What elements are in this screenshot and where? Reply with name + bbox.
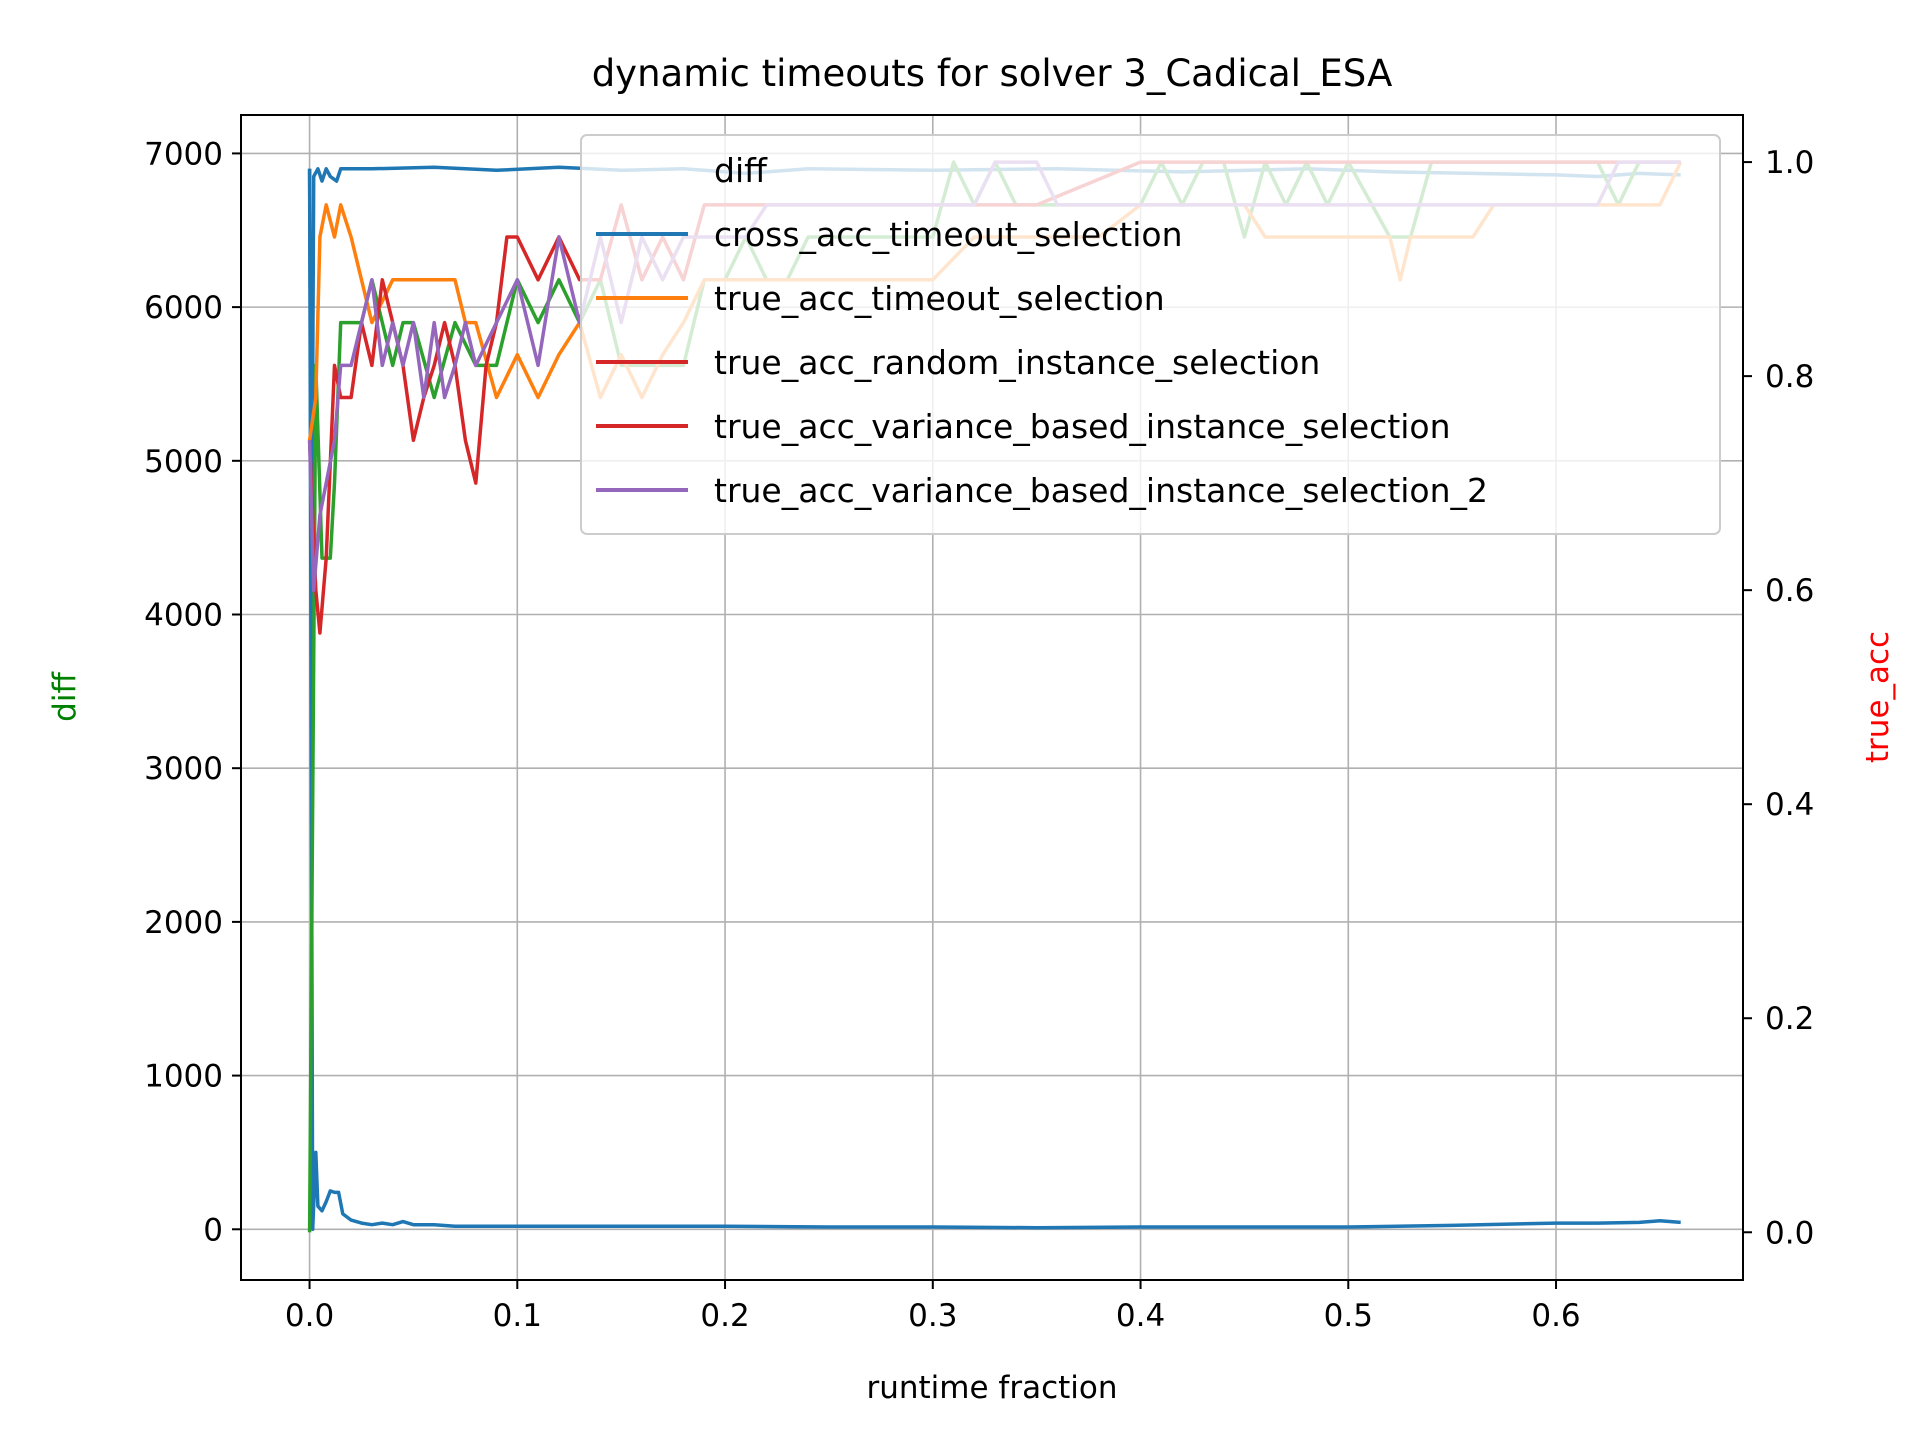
y-axis-right-title: true_acc [1860,631,1896,763]
y-left-tick-label: 5000 [144,444,223,480]
y-left-tick-label: 7000 [144,136,223,172]
chart-title: dynamic timeouts for solver 3_Cadical_ES… [592,52,1393,95]
legend: diff cross_acc_timeout_selection true_acc_… [580,134,1721,535]
x-tick-label: 0.1 [493,1298,542,1334]
y-right-tick-label: 1.0 [1765,145,1814,181]
y-right-tick-label: 0.6 [1765,573,1814,609]
y-left-tick-label: 0 [203,1212,223,1248]
plot-frame [240,114,1744,1281]
legend-label: true_acc_random_instance_selection [714,343,1320,382]
y-right-tick-label: 0.4 [1765,787,1814,823]
y-left-tick-label: 3000 [144,751,223,787]
y-right-tick-label: 0.2 [1765,1001,1814,1037]
y-axis-left: 0 1000 2000 3000 4000 5000 6000 7000 [144,136,241,1248]
x-axis: 0.0 0.1 0.2 0.3 0.4 0.5 0.6 [285,1280,1581,1334]
y-left-tick-label: 2000 [144,905,223,941]
y-left-tick-label: 4000 [144,598,223,634]
x-tick-label: 0.2 [700,1298,749,1334]
y-left-tick-label: 6000 [144,290,223,326]
legend-label: diff [714,151,768,190]
legend-label: cross_acc_timeout_selection [714,215,1183,254]
x-tick-label: 0.0 [285,1298,334,1334]
legend-entries: diff cross_acc_timeout_selection true_acc_… [596,151,1488,510]
legend-label: true_acc_variance_based_instance_selecti… [714,471,1488,510]
legend-label: true_acc_variance_based_instance_selecti… [714,407,1451,446]
y-axis-left-title: diff [47,672,83,722]
x-tick-label: 0.5 [1324,1298,1373,1334]
x-tick-label: 0.3 [908,1298,957,1334]
y-right-tick-label: 0.0 [1765,1215,1814,1251]
y-right-tick-label: 0.8 [1765,359,1814,395]
y-left-tick-label: 1000 [144,1059,223,1095]
y-axis-right: 0.0 0.2 0.4 0.6 0.8 1.0 [1743,145,1814,1251]
series-line-0 [307,168,1681,1232]
legend-label: true_acc_timeout_selection [714,279,1165,318]
legend-box [580,134,1721,535]
x-axis-title: runtime fraction [866,1370,1117,1406]
x-tick-label: 0.6 [1531,1298,1580,1334]
x-tick-label: 0.4 [1116,1298,1165,1334]
